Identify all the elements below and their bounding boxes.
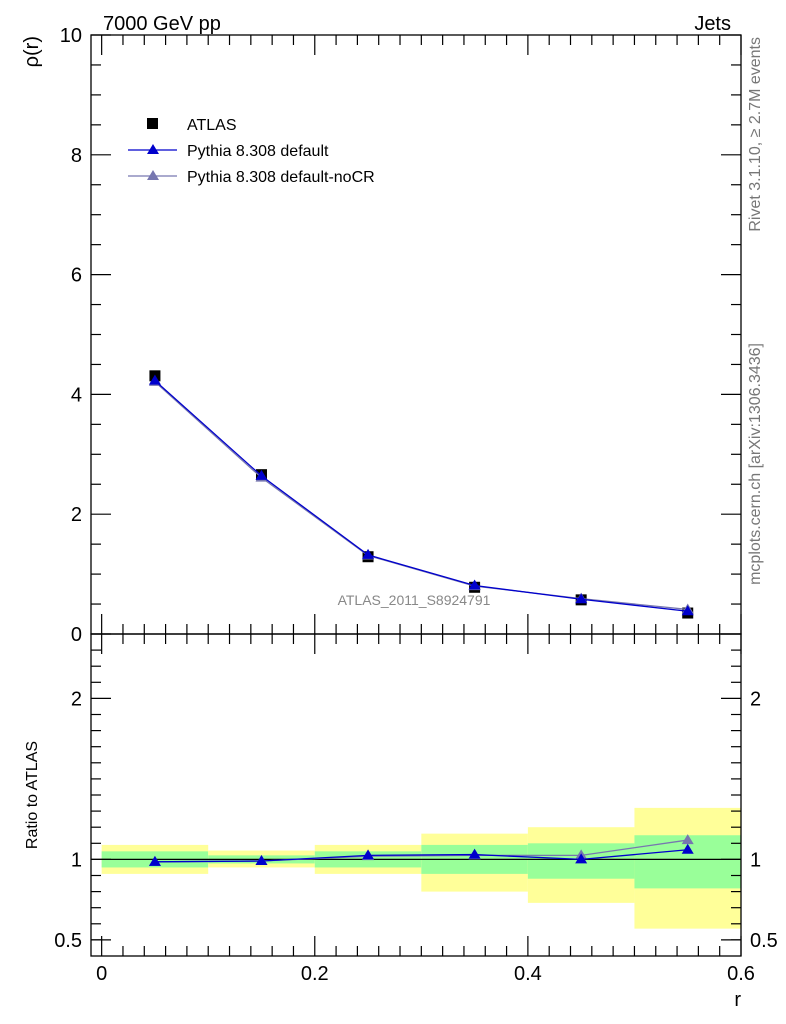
x-axis-label: r: [734, 989, 741, 1011]
ratio-plot-data: [91, 807, 741, 929]
x-tick-label: 0.4: [514, 963, 542, 985]
ratio-y-axis-label: Ratio to ATLAS: [24, 741, 41, 849]
ratio-panel: 0.5 0.5 1 1 2 2 0 0.2 0.4 0.6 Ratio to ATLAS r: [24, 633, 778, 1011]
main-y-axis-label: ρ(r): [21, 36, 43, 67]
pythia-nocr-line: [154, 381, 688, 611]
pythia-default-line: [154, 380, 688, 612]
ratio-y-tick-label-left: 2: [71, 688, 82, 710]
legend-label-pythia-default: Pythia 8.308 default: [187, 143, 329, 160]
main-y-tick-label: 6: [71, 265, 82, 287]
mcplots-label: mcplots.cern.ch [arXiv:1306.3436]: [747, 343, 764, 585]
ratio-pythia-default-point: [362, 849, 375, 860]
pythia-default-point: [575, 593, 588, 604]
pythia-default-point: [148, 374, 161, 385]
main-y-tick-label: 0: [71, 624, 82, 646]
pythia-default-point: [468, 579, 481, 590]
ratio-y-tick-label-left: 0.5: [54, 930, 82, 952]
legend-label-atlas: ATLAS: [187, 117, 237, 134]
main-y-tick-label: 4: [71, 384, 82, 406]
main-y-tick-label: 2: [71, 504, 82, 526]
ratio-pythia-default-point: [148, 855, 161, 866]
ratio-pythia-default-line: [154, 849, 688, 863]
ratio-pythia-nocr-point: [681, 834, 694, 845]
x-tick-label: 0.6: [727, 963, 755, 985]
pythia-default-point: [681, 605, 694, 616]
ratio-y-tick-label-right: 2: [750, 688, 761, 710]
main-panel: 0 2 4 6 8 10 ρ(r) ATLAS_2011_S8924791 ATLAS P…: [21, 25, 742, 646]
main-y-tick-label: 10: [60, 25, 82, 47]
main-plot-data: [148, 370, 694, 619]
analysis-id-label: ATLAS_2011_S8924791: [338, 592, 491, 608]
ratio-pythia-default-point: [255, 855, 268, 866]
ratio-y-tick-label-right: 0.5: [750, 930, 778, 952]
legend-marker-atlas: [147, 118, 158, 129]
pythia-default-point: [255, 469, 268, 480]
ratio-plot-ticks: 0.5 0.5 1 1 2 2 0 0.2 0.4 0.6: [54, 634, 778, 985]
main-y-tick-label: 8: [71, 145, 82, 167]
header-right-label: Jets: [694, 13, 731, 35]
x-tick-label: 0: [96, 963, 107, 985]
x-tick-label: 0.2: [301, 963, 329, 985]
ratio-y-tick-label-right: 1: [750, 849, 761, 871]
rivet-label: Rivet 3.1.10, ≥ 2.7M events: [747, 37, 764, 232]
ratio-y-tick-label-left: 1: [71, 849, 82, 871]
legend-marker-pythia-default: [147, 144, 159, 154]
ratio-pythia-default-point: [468, 848, 481, 859]
legend-marker-pythia-nocr: [147, 170, 159, 180]
pythia-default-point: [362, 548, 375, 559]
main-plot-ticks: 0 2 4 6 8 10: [60, 25, 742, 646]
legend: ATLAS Pythia 8.308 default Pythia 8.308 …: [128, 117, 375, 186]
legend-label-pythia-nocr: Pythia 8.308 default-noCR: [187, 169, 375, 186]
ratio-pythia-default-point: [575, 853, 588, 864]
header-left-label: 7000 GeV pp: [103, 13, 221, 35]
ratio-pythia-default-point: [681, 843, 694, 854]
